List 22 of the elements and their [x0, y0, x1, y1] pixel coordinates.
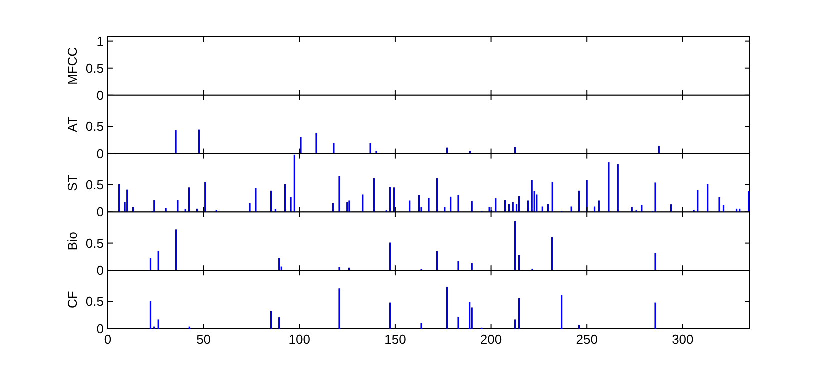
y-tick-label: 0	[96, 204, 104, 220]
y-tick-label: 0.5	[86, 236, 104, 251]
x-tick-label: 50	[196, 332, 212, 347]
y-axis-title: ST	[65, 174, 80, 192]
y-tick-label: 0.5	[86, 60, 104, 76]
x-tick-label: 300	[672, 332, 694, 347]
x-tick-label: 250	[576, 332, 598, 347]
y-tick-label: 0	[96, 146, 104, 162]
y-tick-label: 1	[96, 34, 104, 49]
x-tick-label: 100	[288, 332, 310, 347]
y-axis-title: AT	[65, 116, 80, 132]
y-tick-label: 0.5	[86, 294, 104, 310]
x-tick-label: 200	[480, 332, 502, 347]
y-tick-label: 0.5	[86, 119, 104, 134]
y-tick-label: 0	[96, 322, 104, 336]
y-tick-label: 0	[96, 88, 104, 103]
y-axis-title: CF	[65, 291, 80, 308]
y-tick-label: 0.5	[86, 177, 104, 192]
y-tick-label: 0	[96, 263, 104, 278]
y-axis-title: Bio	[65, 232, 80, 251]
x-tick-label: 150	[384, 332, 406, 347]
y-axis-title: MFCC	[65, 47, 80, 85]
